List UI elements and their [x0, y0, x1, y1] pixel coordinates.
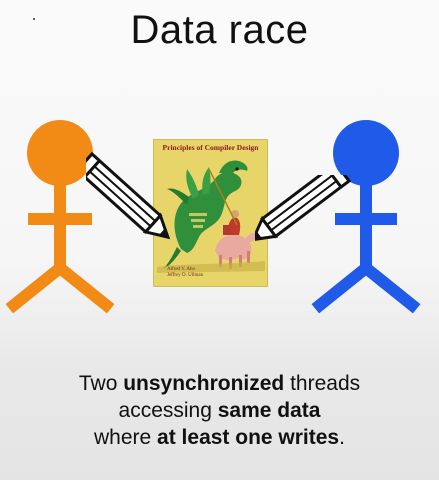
right-stick-figure-icon	[311, 120, 421, 314]
caption-line-1: Two unsynchronized threads	[0, 370, 439, 397]
dragon-illustration-icon	[157, 160, 265, 273]
caption-text: threads	[284, 372, 361, 395]
book-authors: Alfred V. Aho Jeffrey D. Ullman	[167, 267, 203, 279]
left-stick-figure-icon	[5, 120, 115, 314]
caption-line-2: accessing same data	[0, 397, 439, 424]
caption-emphasis: unsynchronized	[123, 372, 285, 395]
caption-line-3: where at least one writes.	[0, 424, 439, 451]
book-author-1: Alfred V. Aho	[167, 267, 196, 272]
caption-text: where	[94, 426, 158, 449]
caption-text: .	[339, 426, 345, 449]
speck-mark	[33, 18, 35, 20]
book-title: Principles of Compiler Design	[162, 143, 259, 152]
book-author-2: Jeffrey D. Ullman	[167, 273, 204, 278]
caption-text: accessing	[118, 399, 218, 422]
dragon-book-cover: Principles of Compiler Design Alfred V. …	[153, 139, 268, 287]
left-pencil-icon	[86, 151, 171, 240]
slide-title: Data race	[130, 8, 309, 52]
caption-emphasis: same data	[217, 399, 321, 422]
right-pencil-icon	[255, 175, 352, 242]
caption-emphasis: at least one writes	[157, 426, 340, 449]
slide-caption: Two unsynchronized threads accessing sam…	[0, 370, 439, 451]
caption-text: Two	[78, 372, 124, 395]
